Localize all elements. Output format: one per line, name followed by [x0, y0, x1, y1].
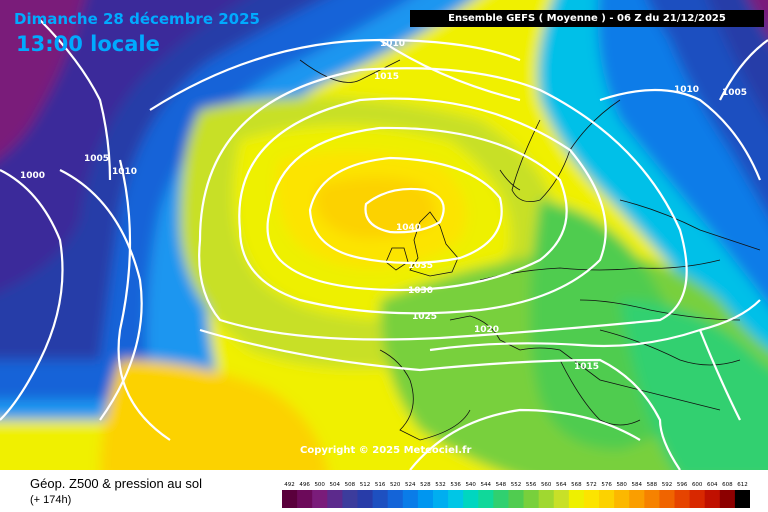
coastlines [299, 59, 761, 441]
isobar-label: 1010 [112, 167, 137, 177]
geopotential-field [0, 0, 768, 470]
legend-tick-label: 544 [481, 482, 492, 488]
isobar-label: 1040 [396, 223, 421, 233]
forecast-date: Dimanche 28 décembre 2025 [14, 10, 260, 28]
isobar-label: 1035 [408, 261, 433, 271]
legend-tick-label: 536 [450, 482, 461, 488]
isobar-labels: 1010 1015 1005 1010 1000 1040 1035 1030 … [20, 39, 747, 372]
legend-swatch [357, 490, 373, 508]
legend-swatch [719, 490, 736, 508]
legend-swatch [432, 490, 449, 508]
legend-swatch [387, 490, 404, 508]
legend-swatch [297, 490, 313, 508]
legend-tick-label: 612 [737, 482, 748, 488]
legend-tick-label: 512 [360, 482, 371, 488]
legend-tick-label: 580 [616, 482, 627, 488]
legend-tick-label: 588 [647, 482, 658, 488]
isobars [0, 19, 768, 470]
legend-tick-label: 548 [496, 482, 507, 488]
legend-tick-label: 584 [632, 482, 643, 488]
isobar-label: 1020 [474, 325, 499, 335]
isobar-label: 1000 [20, 171, 45, 181]
isobar-label: 1005 [84, 154, 109, 164]
isobar-label: 1010 [674, 85, 699, 95]
legend-tick-label: 568 [571, 482, 582, 488]
legend-tick-label: 524 [405, 482, 416, 488]
legend-swatch [402, 490, 419, 508]
footer: Géop. Z500 & pression au sol (+ 174h) 49… [0, 470, 768, 512]
model-run-label: Ensemble GEFS ( Moyenne ) - 06 Z du 21/1… [410, 10, 764, 27]
legend-tick-label: 596 [677, 482, 688, 488]
legend-swatch [417, 490, 434, 508]
legend-tick-label: 556 [526, 482, 537, 488]
isobar-label: 1005 [722, 88, 747, 98]
isobar-label: 1025 [412, 312, 437, 322]
legend-swatch [538, 490, 555, 508]
legend-swatch [689, 490, 706, 508]
legend-swatch [327, 490, 343, 508]
legend-tick-label: 528 [420, 482, 431, 488]
legend-swatch [704, 490, 721, 508]
legend-swatch [463, 490, 479, 508]
isobar-label: 1010 [380, 39, 405, 49]
forecast-time: 13:00 locale [16, 32, 160, 56]
legend-swatch [553, 490, 570, 508]
color-legend: 492 496 500 504 508 512 516 520 524 528 532 536 540 5… [282, 478, 750, 510]
legend-tick-label: 508 [345, 482, 356, 488]
legend-tick-label: 576 [601, 482, 612, 488]
legend-swatch [614, 490, 630, 508]
weather-map: 1010 1015 1005 1010 1000 1040 1035 1030 … [0, 0, 768, 470]
legend-tick-label: 496 [299, 482, 310, 488]
legend-swatch [629, 490, 645, 508]
legend-swatch [674, 490, 691, 508]
legend-swatch [312, 490, 328, 508]
legend-tick-label: 520 [390, 482, 401, 488]
legend-swatch [659, 490, 675, 508]
legend-tick-label: 532 [435, 482, 446, 488]
legend-swatch [372, 490, 389, 508]
legend-swatch [493, 490, 509, 508]
legend-swatch [342, 490, 358, 508]
legend-tick-label: 500 [314, 482, 325, 488]
legend-swatch [523, 490, 540, 508]
legend-tick-label: 540 [465, 482, 476, 488]
legend-tick-label: 504 [330, 482, 341, 488]
isobar-label: 1015 [574, 362, 599, 372]
map-title: Géop. Z500 & pression au sol [30, 476, 202, 491]
legend-swatch [644, 490, 660, 508]
isobar-label: 1015 [374, 72, 399, 82]
legend-swatch [478, 490, 494, 508]
forecast-lead-time: (+ 174h) [30, 494, 72, 506]
legend-swatch [568, 490, 585, 508]
legend-tick-label: 592 [662, 482, 673, 488]
legend-swatch [508, 490, 524, 508]
legend-tick-label: 608 [722, 482, 733, 488]
legend-tick-label: 604 [707, 482, 718, 488]
legend-tick-label: 552 [511, 482, 522, 488]
legend-tick-label: 572 [586, 482, 597, 488]
legend-tick-label: 564 [556, 482, 567, 488]
legend-swatch [599, 490, 615, 508]
copyright-notice: Copyright © 2025 Meteociel.fr [300, 445, 472, 456]
legend-tick-label: 560 [541, 482, 552, 488]
legend-swatch [448, 490, 464, 508]
legend-swatch [583, 490, 600, 508]
legend-tick-label: 516 [375, 482, 386, 488]
legend-tick-label: 492 [284, 482, 295, 488]
legend-swatch [734, 490, 750, 508]
isobar-label: 1030 [408, 286, 433, 296]
legend-tick-label: 600 [692, 482, 703, 488]
legend-swatch [282, 490, 298, 508]
